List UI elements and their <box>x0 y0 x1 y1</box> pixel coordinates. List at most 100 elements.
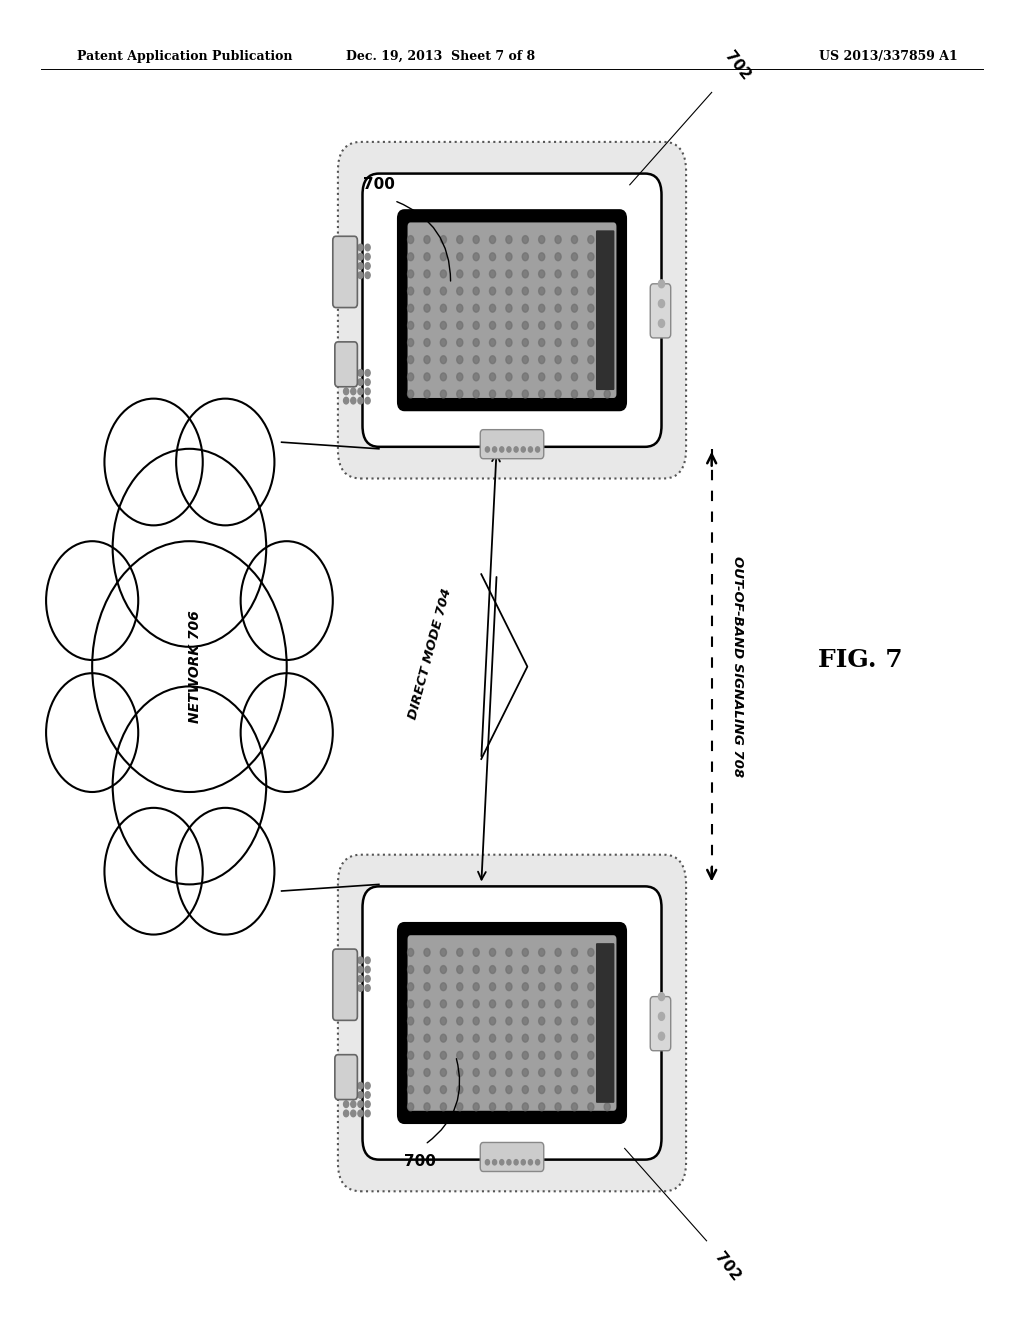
Circle shape <box>506 1001 512 1008</box>
Circle shape <box>604 1035 610 1043</box>
Circle shape <box>358 966 364 973</box>
Circle shape <box>522 271 528 279</box>
Circle shape <box>457 966 463 974</box>
Circle shape <box>365 388 371 395</box>
Circle shape <box>604 271 610 279</box>
Circle shape <box>489 949 496 956</box>
Circle shape <box>555 982 561 990</box>
Circle shape <box>440 355 446 363</box>
Circle shape <box>555 1104 561 1111</box>
Circle shape <box>489 1085 496 1093</box>
Circle shape <box>473 305 479 313</box>
Circle shape <box>424 305 430 313</box>
Circle shape <box>522 305 528 313</box>
Circle shape <box>440 1001 446 1008</box>
Circle shape <box>489 1001 496 1008</box>
Circle shape <box>473 1035 479 1043</box>
Circle shape <box>506 1035 512 1043</box>
Circle shape <box>408 286 414 296</box>
FancyBboxPatch shape <box>650 997 671 1051</box>
Circle shape <box>358 244 364 251</box>
Circle shape <box>440 391 446 399</box>
Circle shape <box>424 982 430 990</box>
Circle shape <box>473 338 479 346</box>
Circle shape <box>408 305 414 313</box>
Circle shape <box>343 388 348 395</box>
Circle shape <box>358 985 364 991</box>
Circle shape <box>604 1104 610 1111</box>
Circle shape <box>555 338 561 346</box>
Circle shape <box>604 253 610 261</box>
Circle shape <box>514 446 518 451</box>
Circle shape <box>424 321 430 329</box>
Circle shape <box>522 1016 528 1024</box>
Circle shape <box>408 982 414 990</box>
Circle shape <box>522 338 528 346</box>
Circle shape <box>604 966 610 974</box>
Circle shape <box>522 982 528 990</box>
FancyBboxPatch shape <box>335 342 357 387</box>
Circle shape <box>506 338 512 346</box>
Circle shape <box>571 253 578 261</box>
Circle shape <box>365 379 371 385</box>
Circle shape <box>408 391 414 399</box>
Circle shape <box>358 272 364 279</box>
Circle shape <box>473 286 479 296</box>
Circle shape <box>365 975 371 982</box>
Circle shape <box>506 1016 512 1024</box>
Circle shape <box>604 372 610 381</box>
Circle shape <box>457 305 463 313</box>
Circle shape <box>522 949 528 956</box>
Circle shape <box>350 253 356 260</box>
Circle shape <box>440 1069 446 1077</box>
Circle shape <box>485 1160 489 1164</box>
Circle shape <box>507 446 511 451</box>
Circle shape <box>588 372 594 381</box>
Circle shape <box>440 253 446 261</box>
Circle shape <box>555 372 561 381</box>
Circle shape <box>365 397 371 404</box>
FancyBboxPatch shape <box>398 210 626 409</box>
Circle shape <box>571 949 578 956</box>
Circle shape <box>571 305 578 313</box>
Circle shape <box>489 1104 496 1111</box>
Circle shape <box>457 321 463 329</box>
FancyBboxPatch shape <box>333 949 357 1020</box>
Circle shape <box>539 286 545 296</box>
Circle shape <box>658 1032 665 1040</box>
Circle shape <box>588 391 594 399</box>
Circle shape <box>489 1069 496 1077</box>
Circle shape <box>555 271 561 279</box>
Circle shape <box>506 1051 512 1059</box>
Circle shape <box>555 1069 561 1077</box>
Circle shape <box>104 808 203 935</box>
Circle shape <box>555 305 561 313</box>
Circle shape <box>424 949 430 956</box>
Circle shape <box>365 985 371 991</box>
FancyBboxPatch shape <box>398 924 626 1122</box>
Circle shape <box>521 1160 525 1164</box>
Circle shape <box>408 1016 414 1024</box>
Circle shape <box>588 1085 594 1093</box>
Circle shape <box>365 957 371 964</box>
Circle shape <box>528 446 532 451</box>
Circle shape <box>489 305 496 313</box>
Circle shape <box>571 966 578 974</box>
Circle shape <box>571 271 578 279</box>
Circle shape <box>365 272 371 279</box>
Circle shape <box>424 253 430 261</box>
Circle shape <box>555 1051 561 1059</box>
Circle shape <box>358 1101 364 1107</box>
Circle shape <box>343 957 348 964</box>
Circle shape <box>343 966 348 973</box>
Circle shape <box>506 391 512 399</box>
Circle shape <box>506 1069 512 1077</box>
Circle shape <box>457 391 463 399</box>
Circle shape <box>555 355 561 363</box>
Circle shape <box>424 271 430 279</box>
Circle shape <box>604 286 610 296</box>
Circle shape <box>555 1001 561 1008</box>
FancyBboxPatch shape <box>338 855 686 1191</box>
Circle shape <box>571 235 578 243</box>
Circle shape <box>473 271 479 279</box>
